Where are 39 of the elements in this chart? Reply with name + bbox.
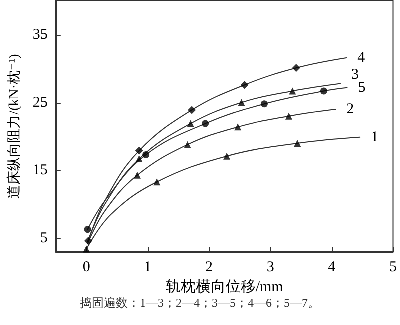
x-axis-title: 轨枕横向位移/mm [166,278,284,296]
series-label: 3 [352,66,359,83]
y-tick-label: 35 [32,26,48,43]
point [285,112,292,120]
y-tick-label: 25 [32,94,48,111]
series-label: 5 [358,80,366,96]
x-tick-label: 1 [144,260,152,276]
y-tick-label: 5 [40,230,48,246]
point [188,106,196,114]
series-label: 2 [346,102,354,118]
point [240,81,249,90]
point [154,178,161,186]
point [184,141,192,148]
text: 捣固遍数：1—3；2—4；3—5；4—6；5—7。 [80,296,320,310]
x-tick-label: 3 [266,260,274,276]
point [289,88,296,95]
y-axis-title: 道床纵向阻力/(kN·枕⁻¹) [6,54,22,199]
x-tick-label: 2 [205,260,213,276]
point [187,120,194,128]
series-label: 4 [358,50,366,66]
point [84,237,92,246]
point [134,172,141,179]
point [234,124,242,131]
x-tick-label: 5 [390,260,397,276]
series-label: 1 [371,129,379,146]
point [238,99,246,106]
point [135,146,144,155]
point [320,88,328,95]
y-tick-label: 15 [32,162,48,179]
x-tick-label: 4 [328,260,336,276]
point [260,100,268,108]
point [224,152,231,160]
point [292,64,300,72]
x-tick-label: 0 [82,260,90,276]
point [136,156,143,163]
point [142,151,150,158]
point [202,120,210,128]
point [294,140,302,147]
point [84,226,92,234]
